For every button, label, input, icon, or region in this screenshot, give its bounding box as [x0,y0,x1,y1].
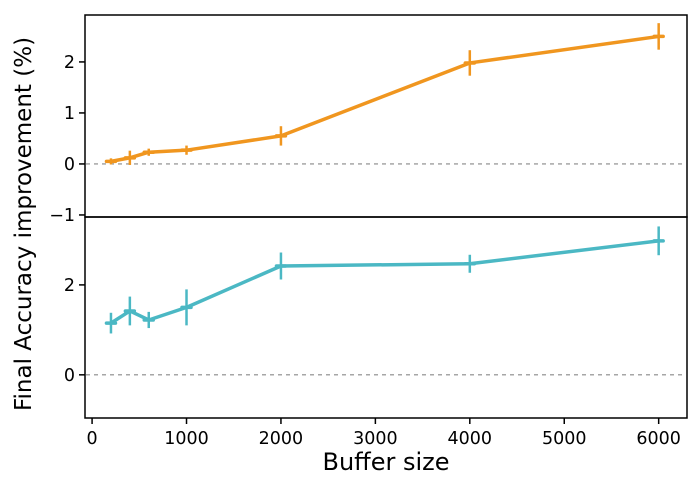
xtick-label: 3000 [353,429,398,449]
bottom-series-ytick-label: 2 [64,276,75,296]
bottom-series-ytick-label: 0 [64,366,75,386]
xtick-label: 2000 [259,429,304,449]
top-series-ytick-label: −1 [49,206,75,226]
xtick-label: 5000 [542,429,587,449]
xtick-label: 6000 [636,429,681,449]
top-series-ytick-label: 0 [64,155,75,175]
xtick-label: 0 [87,429,98,449]
xtick-label: 1000 [164,429,209,449]
top-series-ytick-label: 1 [64,104,75,124]
top-series-line [109,34,661,164]
top-series-ytick-label: 2 [64,53,75,73]
bottom-series-line [109,239,661,325]
bottom-series-axes-frame [84,216,688,419]
xtick-label: 4000 [448,429,493,449]
